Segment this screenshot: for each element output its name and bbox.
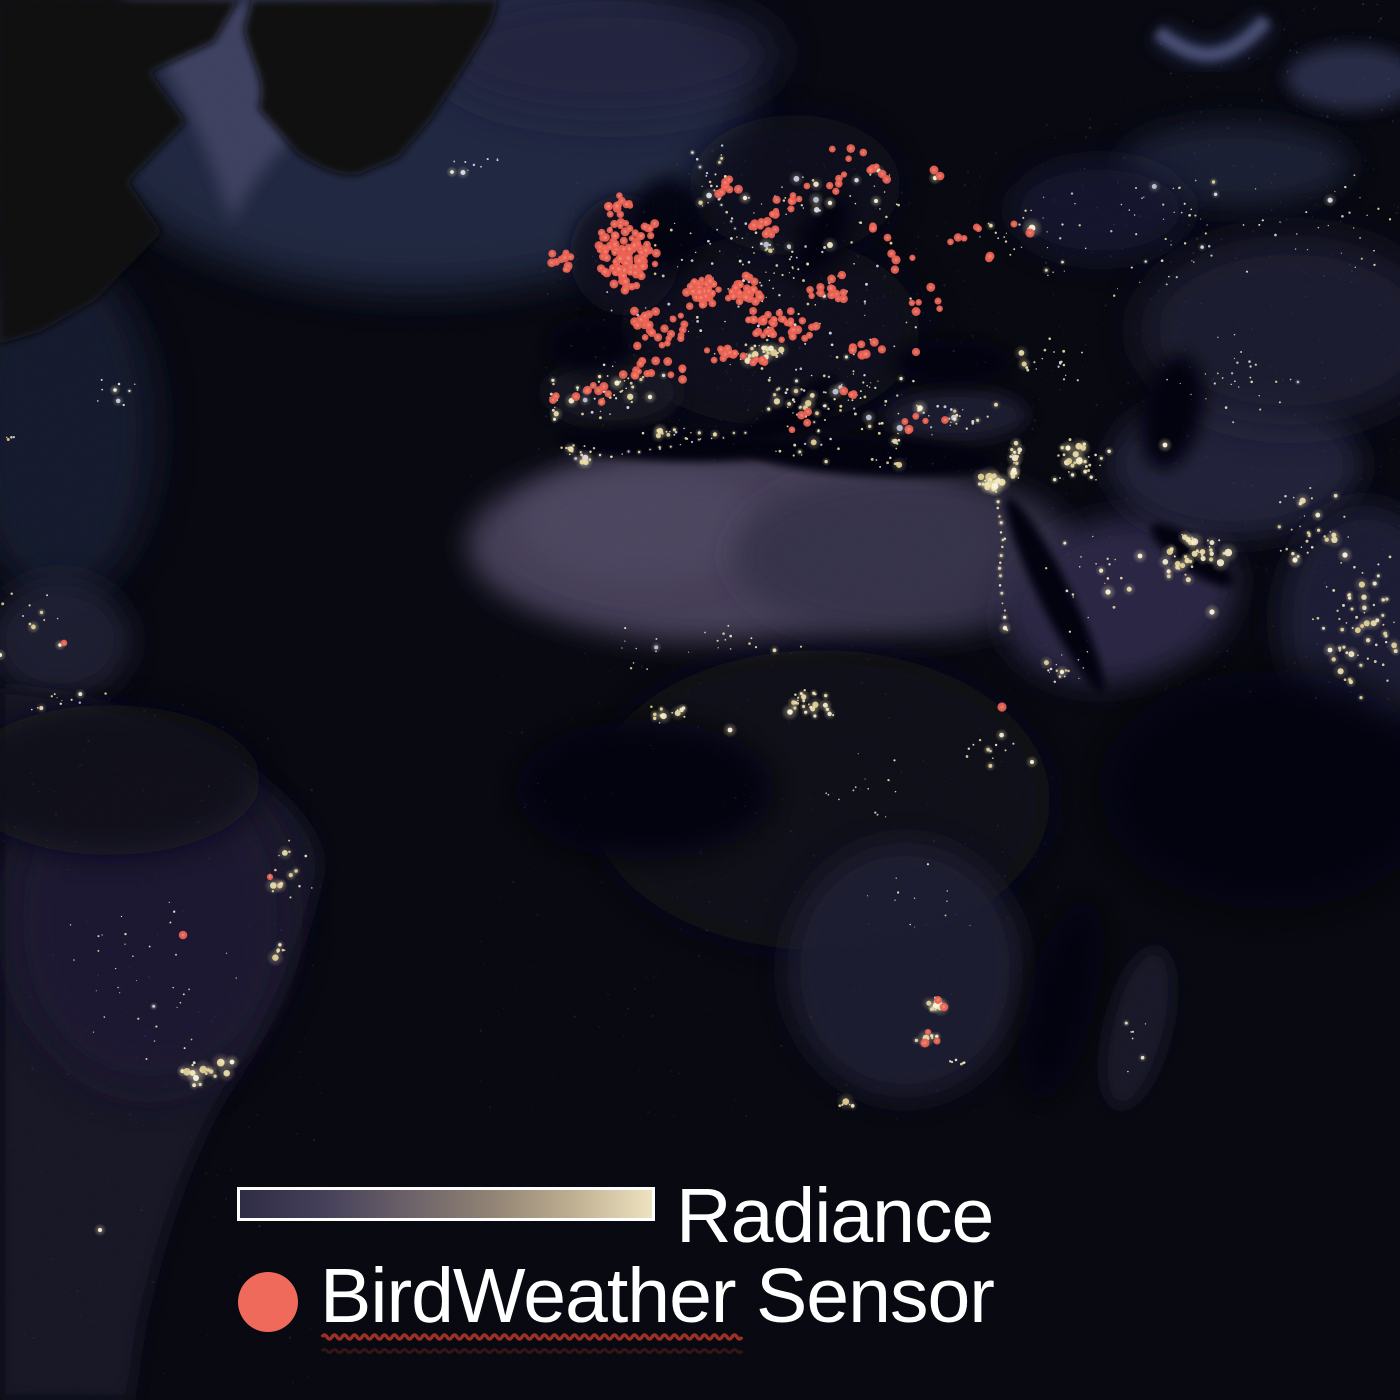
film-grain-overlay: [0, 0, 1400, 1400]
night-earth-map: Radiance BirdWeather Sensor: [0, 0, 1400, 1400]
world-night-satellite-map: [0, 0, 1400, 1400]
